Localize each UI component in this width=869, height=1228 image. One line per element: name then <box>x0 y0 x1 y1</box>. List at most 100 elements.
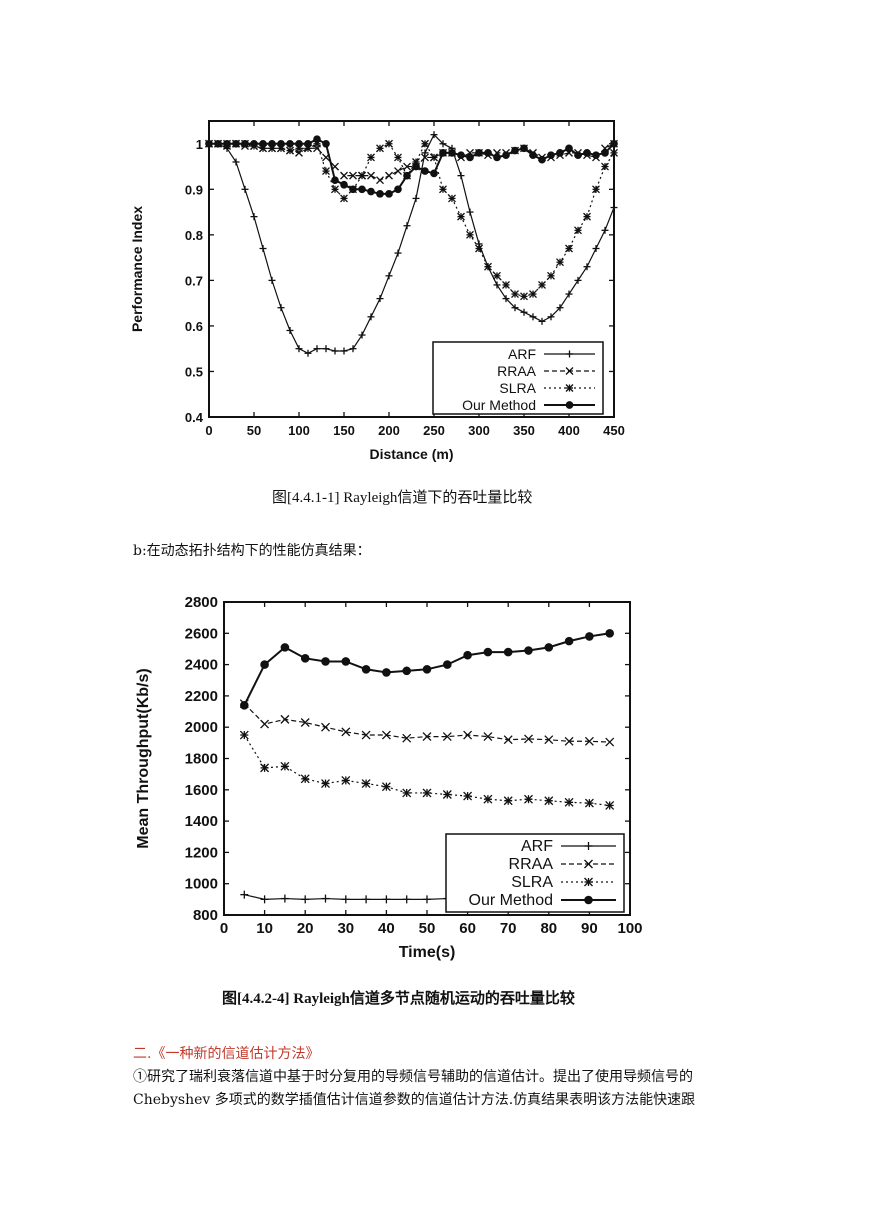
point-slra <box>484 262 492 271</box>
x-tick-label: 350 <box>513 423 535 438</box>
x-axis-label: Distance (m) <box>369 446 453 462</box>
point-slra <box>463 791 473 801</box>
point-our-method <box>484 149 492 157</box>
point-our-method <box>448 149 456 157</box>
point-our-method <box>421 167 429 175</box>
point-slra <box>442 790 452 799</box>
legend-marker-our-method <box>584 895 593 905</box>
series-our-method <box>205 135 618 198</box>
point-slra <box>610 148 618 157</box>
point-slra <box>358 171 366 180</box>
point-our-method <box>214 139 222 148</box>
point-slra <box>300 774 310 784</box>
point-rraa <box>260 719 270 729</box>
point-arf <box>301 895 310 904</box>
x-tick-label: 60 <box>459 920 476 937</box>
point-slra <box>286 146 294 155</box>
point-rraa <box>381 730 391 740</box>
point-arf <box>493 281 501 289</box>
point-slra <box>361 779 371 788</box>
point-rraa <box>584 736 594 746</box>
point-slra <box>524 794 533 804</box>
point-slra <box>381 782 391 792</box>
y-axis-label: Mean Throughput(Kb/s) <box>135 668 152 848</box>
legend-marker-rraa <box>584 859 593 869</box>
series-rraa <box>205 139 618 185</box>
point-our-method <box>592 151 600 159</box>
y-tick-label: 2800 <box>185 594 218 611</box>
point-slra <box>503 796 513 806</box>
series-slra <box>239 730 615 810</box>
point-our-method <box>240 700 249 710</box>
series-slra <box>205 139 618 301</box>
point-slra <box>340 194 348 203</box>
point-arf <box>466 208 474 216</box>
point-arf <box>403 222 411 230</box>
point-rraa <box>503 735 513 745</box>
point-our-method <box>331 176 339 185</box>
point-rraa <box>340 171 348 180</box>
point-our-method <box>358 185 366 194</box>
point-our-method <box>544 643 554 652</box>
x-tick-label: 400 <box>558 423 580 438</box>
point-slra <box>502 280 510 289</box>
y-tick-label: 2600 <box>185 625 218 642</box>
performance-index-chart: 0 50 100 150 200 250 300 350 400 450 0.4 0.5 0.6 0.7 0… <box>129 120 625 462</box>
point-our-method <box>349 185 357 194</box>
point-arf <box>322 345 330 353</box>
paragraph-line-1: ①研究了瑞利衰落信道中基于时分复用的导频信号辅助的信道估计。提出了使用导频信号的 <box>133 1069 693 1085</box>
legend-marker-arf <box>566 350 573 358</box>
point-our-method <box>493 153 501 162</box>
point-our-method <box>412 162 420 171</box>
point-our-method <box>565 144 573 153</box>
point-our-method <box>250 139 258 148</box>
point-our-method <box>382 668 391 677</box>
point-slra <box>280 761 290 771</box>
figure-caption-1: 图[4.4.1-1] Rayleigh信道下的吞吐量比较 <box>272 490 533 506</box>
legend-label: ARF <box>521 838 553 855</box>
point-our-method <box>443 660 452 669</box>
mean-throughput-chart: 0 10 20 30 40 50 60 70 80 90 100 800 1000 1200 1400 160… <box>135 594 643 961</box>
point-our-method <box>483 647 493 657</box>
point-arf <box>331 347 339 355</box>
point-slra <box>544 796 554 806</box>
point-our-method <box>223 139 231 148</box>
x-tick-label: 70 <box>500 920 517 937</box>
point-slra <box>239 730 249 740</box>
point-slra <box>260 763 270 773</box>
y-tick-label: 0.9 <box>185 182 203 197</box>
point-slra <box>439 185 447 194</box>
x-tick-label: 90 <box>581 920 598 937</box>
x-tick-label: 80 <box>540 920 557 937</box>
point-slra <box>421 139 429 148</box>
point-our-method <box>367 187 375 196</box>
point-arf <box>362 895 371 904</box>
point-our-method <box>313 135 321 144</box>
point-arf <box>502 295 510 303</box>
paragraph-line-2: Chebyshev 多项式的数学插值估计信道参数的信道估计方法.仿真结果表明该方… <box>133 1092 696 1108</box>
point-our-method <box>503 647 513 657</box>
series-line-our-method <box>209 138 615 195</box>
point-rraa <box>367 171 375 180</box>
x-tick-label: 0 <box>220 920 228 937</box>
point-our-method <box>601 149 609 157</box>
point-our-method <box>321 657 330 666</box>
point-arf <box>610 204 618 212</box>
x-tick-label: 100 <box>617 920 642 937</box>
y-tick-label: 800 <box>193 907 218 924</box>
point-rraa <box>442 732 452 742</box>
legend-label: RRAA <box>509 856 554 873</box>
section-heading: 二.《一种新的信道估计方法》 <box>133 1046 320 1062</box>
x-tick-label: 0 <box>205 423 212 438</box>
point-slra <box>475 244 483 253</box>
point-slra <box>341 775 351 785</box>
x-tick-label: 300 <box>468 423 490 438</box>
point-arf <box>592 245 600 253</box>
point-arf <box>556 304 564 312</box>
point-rraa <box>544 735 554 745</box>
point-arf <box>286 326 294 334</box>
x-axis-label: Time(s) <box>399 944 456 961</box>
x-tick-label: 150 <box>333 423 355 438</box>
point-arf <box>277 304 285 312</box>
point-our-method <box>520 144 528 153</box>
